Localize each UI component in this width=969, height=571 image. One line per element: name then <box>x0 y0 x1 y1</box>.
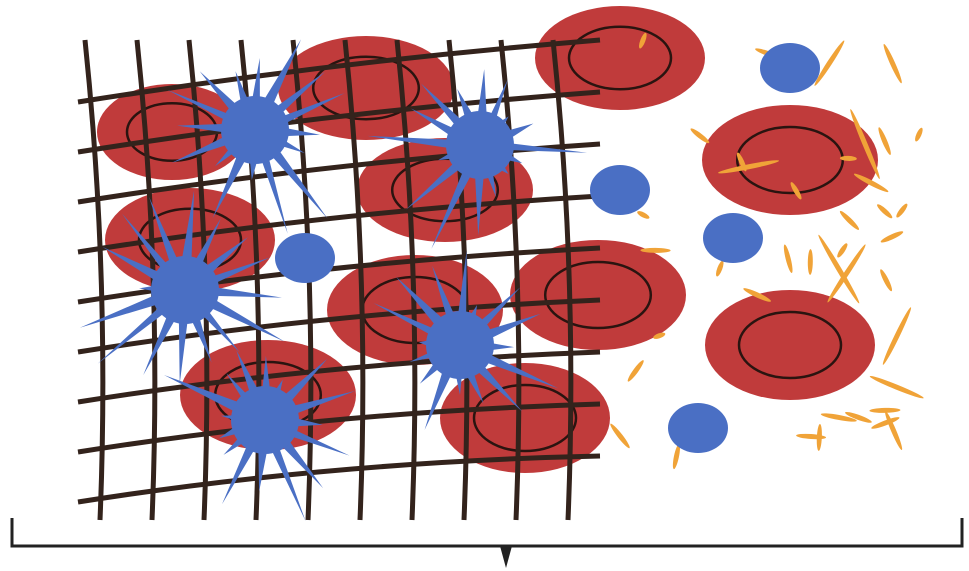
platelet <box>275 233 335 283</box>
platelet <box>668 403 728 453</box>
page: (() => { const NS = 'http://www.w3.org/2… <box>0 0 969 571</box>
platelet <box>590 165 650 215</box>
platelet <box>760 43 820 93</box>
activated-platelet-core <box>426 311 494 379</box>
activated-platelet-core <box>151 256 219 324</box>
activated-platelet-core <box>231 386 299 454</box>
red-cell <box>705 290 875 400</box>
platelet <box>703 213 763 263</box>
activated-platelet-core <box>221 96 289 164</box>
activated-platelet-core <box>446 111 514 179</box>
clot-illustration <box>0 0 969 571</box>
